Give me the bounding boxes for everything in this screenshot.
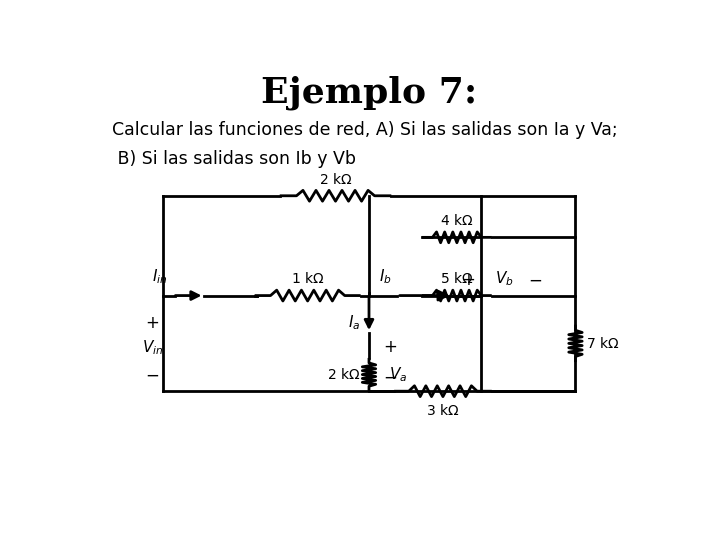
- Text: $I_{in}$: $I_{in}$: [152, 268, 168, 286]
- Text: 2 k$\Omega$: 2 k$\Omega$: [327, 367, 361, 382]
- Text: −: −: [383, 369, 397, 387]
- Text: 4 k$\Omega$: 4 k$\Omega$: [440, 213, 474, 228]
- Text: Calcular las funciones de red, A) Si las salidas son Ia y Va;: Calcular las funciones de red, A) Si las…: [112, 121, 618, 139]
- Text: $I_a$: $I_a$: [348, 313, 361, 332]
- Text: +: +: [383, 338, 397, 356]
- Text: 7 k$\Omega$: 7 k$\Omega$: [585, 336, 619, 351]
- Text: Ejemplo 7:: Ejemplo 7:: [261, 75, 477, 110]
- Text: −: −: [145, 367, 159, 385]
- Text: +: +: [461, 271, 475, 289]
- Text: $V_b$: $V_b$: [495, 269, 513, 288]
- Text: 2 k$\Omega$: 2 k$\Omega$: [319, 172, 352, 187]
- Text: −: −: [528, 271, 542, 289]
- Text: 1 k$\Omega$: 1 k$\Omega$: [291, 272, 324, 286]
- Text: 3 k$\Omega$: 3 k$\Omega$: [426, 403, 459, 418]
- Text: $I_b$: $I_b$: [379, 268, 392, 286]
- Text: $V_{in}$: $V_{in}$: [142, 338, 163, 357]
- Text: $V_a$: $V_a$: [389, 365, 407, 384]
- Text: 5 k$\Omega$: 5 k$\Omega$: [440, 272, 474, 286]
- Text: +: +: [145, 314, 159, 332]
- Text: B) Si las salidas son Ib y Vb: B) Si las salidas son Ib y Vb: [112, 150, 356, 168]
